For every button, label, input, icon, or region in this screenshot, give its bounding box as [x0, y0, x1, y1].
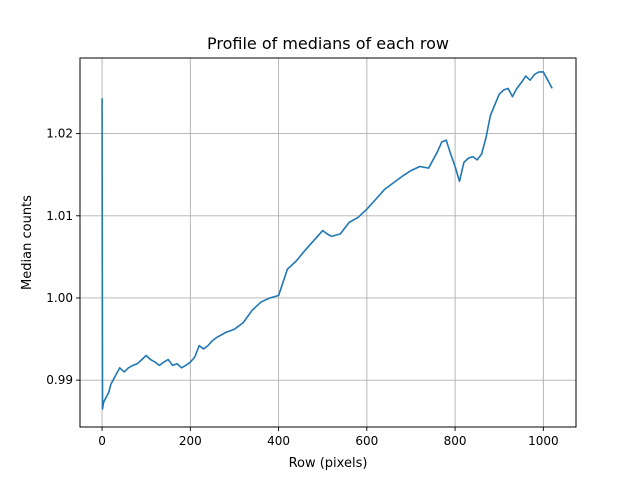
- y-tick-label: 1.02: [46, 127, 73, 141]
- x-tick-label: 200: [179, 434, 202, 448]
- plot-area: [101, 71, 553, 410]
- x-tick-label: 1000: [528, 434, 559, 448]
- axes-frame: [79, 57, 577, 428]
- x-tick-label: 600: [355, 434, 378, 448]
- x-tick-label: 400: [267, 434, 290, 448]
- y-tick-label: 1.00: [46, 291, 73, 305]
- x-axis-label: Row (pixels): [289, 456, 368, 471]
- x-tick-label: 0: [98, 434, 106, 448]
- chart-title: Profile of medians of each row: [207, 34, 449, 53]
- y-tick-label: 1.01: [46, 209, 73, 223]
- series-line: [101, 71, 553, 410]
- x-tick-label: 800: [444, 434, 467, 448]
- ticks: 0 200 400 600 800 1000 0.99 1.00 1.01 1.02: [46, 127, 558, 448]
- y-axis-label: Median counts: [20, 195, 35, 290]
- y-tick-label: 0.99: [46, 373, 73, 387]
- grid: [80, 58, 576, 427]
